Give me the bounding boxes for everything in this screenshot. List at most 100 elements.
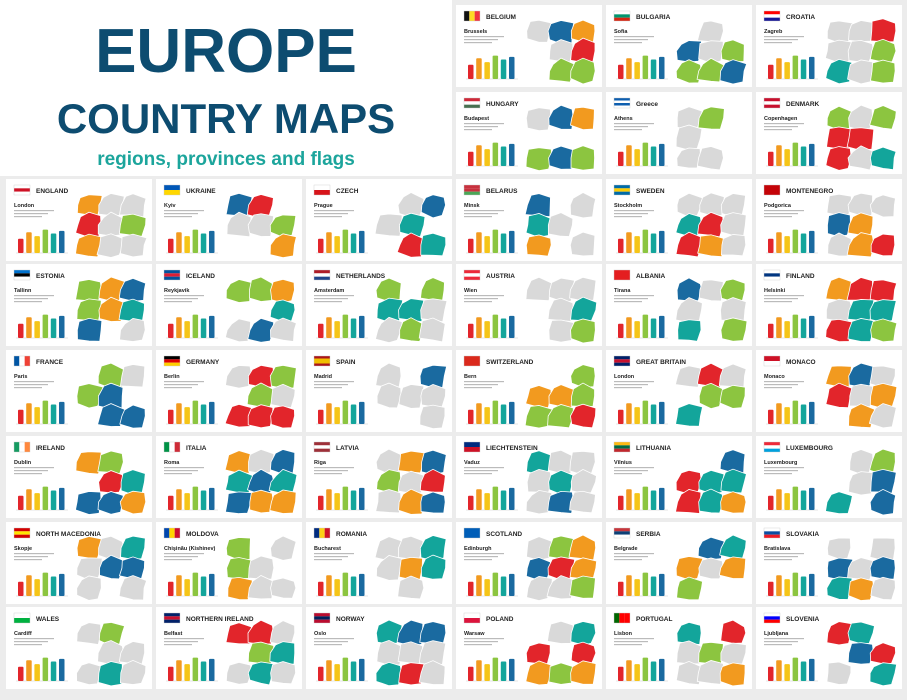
mini-bar (192, 229, 199, 253)
mini-bar (634, 62, 640, 79)
map-region (720, 642, 747, 667)
text-placeholder (314, 638, 354, 640)
mini-bar (650, 233, 657, 253)
mini-bar (359, 401, 365, 424)
text-placeholder (164, 644, 192, 646)
mini-bar (768, 151, 774, 166)
map-region (224, 318, 251, 343)
mini-bar (326, 403, 332, 424)
map-region (98, 470, 124, 494)
map-region (118, 278, 147, 302)
map-region (525, 489, 553, 515)
mini-bar (318, 238, 324, 253)
map-region (674, 365, 702, 388)
map-region (526, 576, 553, 602)
flag-stripe (614, 14, 630, 18)
capital-name: Wien (464, 288, 478, 294)
mini-bar (192, 314, 199, 338)
flag-stripe (169, 442, 175, 452)
map-region (697, 536, 725, 561)
map-region (870, 233, 896, 257)
text-placeholder (764, 641, 798, 643)
mini-bar (650, 59, 657, 79)
map-region (76, 622, 102, 645)
flag-border (463, 441, 481, 453)
mini-bar (59, 315, 65, 338)
country-name: LITHUANIA (636, 445, 671, 452)
map-region (720, 491, 747, 514)
country-name: POLAND (486, 616, 514, 623)
flag-stripe (164, 276, 180, 280)
mini-bar (500, 404, 507, 424)
text-placeholder (164, 387, 192, 389)
capital-name: Bern (464, 374, 477, 380)
text-placeholder (164, 384, 198, 386)
mini-bar (192, 657, 199, 681)
mini-bar (492, 314, 499, 338)
map-region (569, 575, 596, 599)
map-region (697, 234, 725, 258)
mini-bar (626, 660, 632, 681)
country-name: CROATIA (786, 14, 815, 21)
map-region (869, 279, 898, 303)
map-region (548, 277, 576, 302)
map-region (719, 384, 746, 409)
flag-stripe (624, 613, 630, 623)
flag-border (463, 527, 481, 539)
map-region (525, 213, 552, 238)
flag-stripe (14, 276, 30, 280)
text-placeholder (314, 641, 348, 643)
map-region (570, 468, 597, 494)
mini-bar (626, 489, 632, 510)
map-region (225, 192, 253, 217)
flag-stripe (614, 185, 630, 189)
flag-stripe (764, 14, 780, 18)
map-region (696, 146, 724, 171)
flag-stripe (14, 185, 30, 189)
map-region (269, 299, 296, 322)
mini-bar (784, 62, 790, 79)
mini-bar (184, 493, 190, 510)
text-placeholder (764, 216, 792, 218)
flag-stripe (614, 188, 630, 192)
mini-bar (168, 323, 174, 338)
mini-bar (500, 146, 507, 166)
capital-name: Stockholm (614, 203, 642, 209)
map-region (675, 124, 703, 151)
text-placeholder (314, 470, 348, 472)
text-placeholder (464, 641, 498, 643)
map-region (418, 640, 447, 666)
text-placeholder (614, 381, 654, 383)
map-region (270, 535, 297, 561)
map-region (569, 490, 596, 514)
mini-bar (484, 62, 490, 79)
country-name: NORWAY (336, 616, 365, 623)
map-region (676, 576, 703, 601)
map-region (547, 297, 574, 322)
mini-bar (626, 575, 632, 596)
mini-bar (350, 404, 357, 424)
flag-border (763, 97, 781, 109)
map-region (97, 403, 126, 427)
capital-name: Tirana (614, 288, 631, 294)
text-placeholder (614, 641, 648, 643)
map-region (547, 212, 574, 237)
flag-stripe (314, 363, 330, 366)
country-card: DENMARK Copenhagen (756, 92, 902, 174)
map-region (848, 577, 875, 601)
mini-bar (18, 495, 24, 510)
map-region (225, 622, 252, 645)
text-placeholder (164, 216, 192, 218)
mini-bar (326, 660, 332, 681)
map-region (397, 535, 424, 560)
text-placeholder (464, 467, 504, 469)
mini-bar (768, 666, 774, 681)
map-region (870, 318, 898, 343)
flag-stripe (764, 104, 780, 108)
flag-stripe (464, 98, 480, 102)
mini-bar (500, 59, 507, 79)
flag-stripe (314, 448, 330, 452)
text-placeholder (764, 387, 792, 389)
map-region (97, 661, 123, 687)
text-placeholder (764, 301, 792, 303)
